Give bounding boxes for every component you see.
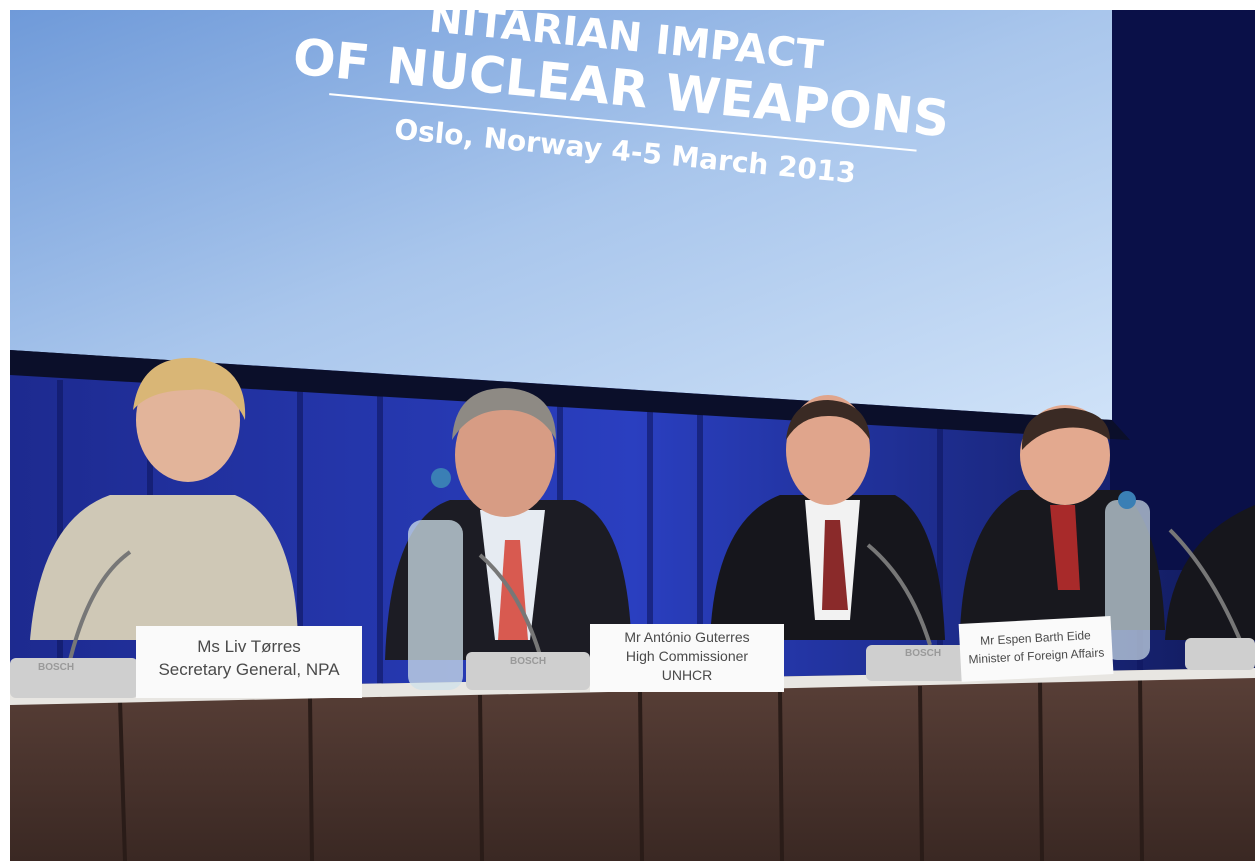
brand-label: BOSCH — [38, 662, 74, 673]
water-bottle-part — [408, 520, 463, 690]
skirt-folds-part — [1040, 682, 1042, 861]
name-card: Ms Liv Tørres Secretary General, NPA — [136, 626, 362, 698]
skirt-folds-part — [310, 698, 312, 861]
body: NITARIAN IMPACT OF NUCLEAR WEAPONS Oslo,… — [0, 0, 1255, 861]
page: Conference panel {"screen": {"title_line… — [0, 0, 1255, 861]
brand-label: BOSCH — [905, 648, 941, 659]
water-bottle-part — [1118, 491, 1136, 509]
skirt-folds-part — [920, 686, 922, 861]
water-bottle-part — [1105, 500, 1150, 660]
skirt-folds-part — [480, 695, 482, 861]
name-card: Mr António Guterres High Commissioner UN… — [590, 624, 784, 692]
card-line: Secretary General, NPA — [158, 660, 340, 679]
photo: NITARIAN IMPACT OF NUCLEAR WEAPONS Oslo,… — [0, 0, 1255, 861]
card-line: UNHCR — [662, 667, 713, 683]
brand-label: BOSCH — [510, 656, 546, 667]
side-curtain — [1110, 10, 1255, 570]
skirt-folds-part — [780, 690, 782, 861]
card-line: High Commissioner — [626, 648, 748, 664]
skirt-folds-part — [640, 692, 642, 861]
card-name: Mr António Guterres — [624, 629, 749, 645]
microphone-base-part — [1185, 638, 1255, 670]
name-card: Mr Espen Barth Eide Minister of Foreign … — [959, 616, 1114, 682]
skirt-folds-part — [1140, 678, 1142, 861]
water-bottle-part — [431, 468, 451, 488]
card-name: Ms Liv Tørres — [197, 637, 301, 656]
